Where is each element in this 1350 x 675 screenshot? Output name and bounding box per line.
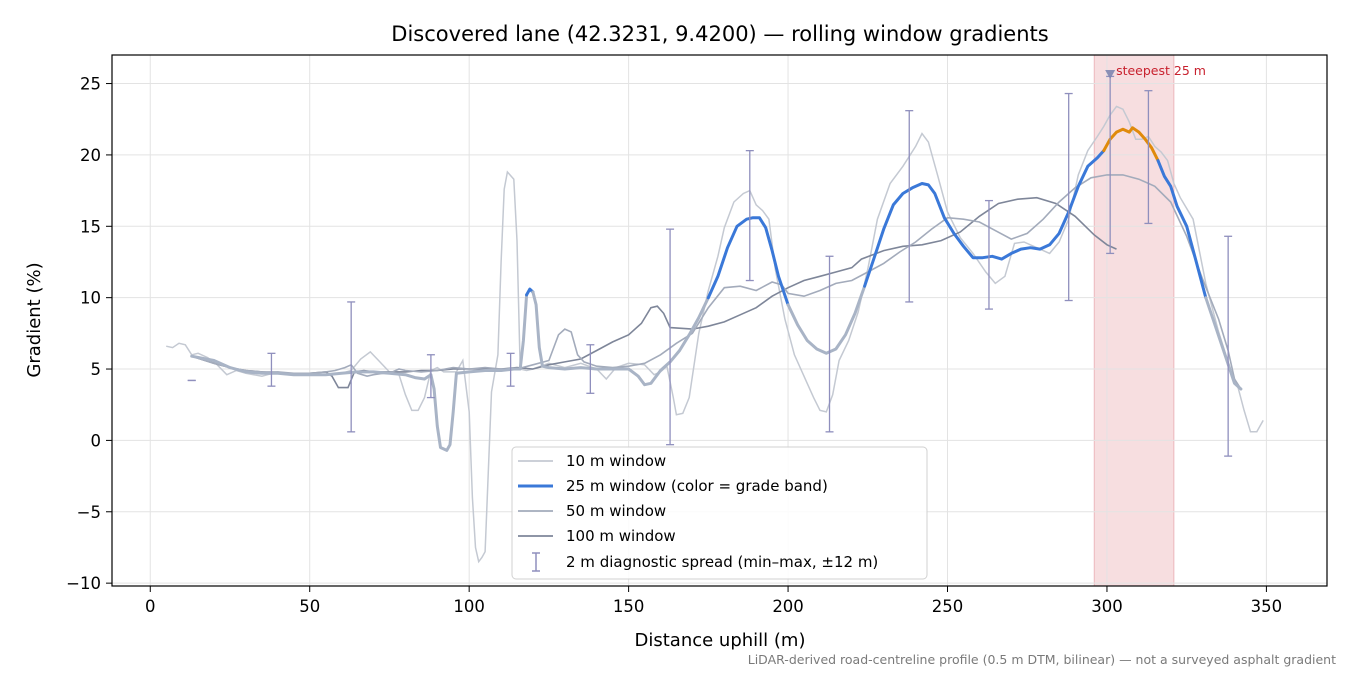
x-tick-label: 200 <box>772 597 804 616</box>
y-tick-label: 10 <box>80 289 101 308</box>
series-25m-segment <box>786 284 867 355</box>
steepest-marker <box>1105 69 1116 79</box>
x-tick-label: 100 <box>453 597 485 616</box>
y-tick-label: 25 <box>80 75 101 94</box>
x-tick-label: 300 <box>1091 597 1123 616</box>
series-25m-segment <box>706 216 790 307</box>
series-25m-segment <box>1204 296 1243 391</box>
x-tick-label: 150 <box>613 597 645 616</box>
steepest-band-label: steepest 25 m <box>1116 63 1206 78</box>
y-tick-label: −5 <box>77 503 101 522</box>
series-25m-segment <box>531 290 710 387</box>
x-tick-label: 350 <box>1251 597 1283 616</box>
series-50m-line <box>191 174 1242 390</box>
x-tick-label: 0 <box>145 597 156 616</box>
chart-title: Discovered lane (42.3231, 9.4200) — roll… <box>391 22 1048 46</box>
legend-label-25m: 25 m window (color = grade band) <box>566 477 828 495</box>
x-axis-label: Distance uphill (m) <box>635 630 806 651</box>
legend: 10 m window 25 m window (color = grade b… <box>511 446 928 580</box>
plot-area: 0 50 100 150 200 250 300 350 −10 −5 0 5 10 15 20 25 <box>66 54 1328 616</box>
legend-label-50m: 50 m window <box>566 502 666 520</box>
x-tick-label: 250 <box>932 597 964 616</box>
y-tick-label: 5 <box>91 360 102 379</box>
series-25m-segment <box>1156 159 1208 300</box>
legend-label-100m: 100 m window <box>566 527 676 545</box>
legend-label-10m: 10 m window <box>566 452 666 470</box>
x-tick-label: 50 <box>299 597 320 616</box>
footnote: LiDAR-derived road-centreline profile (0… <box>748 652 1336 667</box>
y-tick-label: 20 <box>80 146 101 165</box>
axes-frame <box>111 54 1328 587</box>
legend-box <box>511 446 928 580</box>
y-axis-label: Gradient (%) <box>24 262 45 377</box>
series-25m-segment <box>190 293 529 452</box>
y-tick-label: 15 <box>80 217 101 236</box>
series-100m-line <box>191 196 1117 389</box>
y-tick-label: 0 <box>91 431 102 450</box>
series-25m-segment <box>863 149 1106 288</box>
legend-label-spread: 2 m diagnostic spread (min–max, ±12 m) <box>566 553 878 571</box>
y-tick-label: −10 <box>66 574 101 593</box>
